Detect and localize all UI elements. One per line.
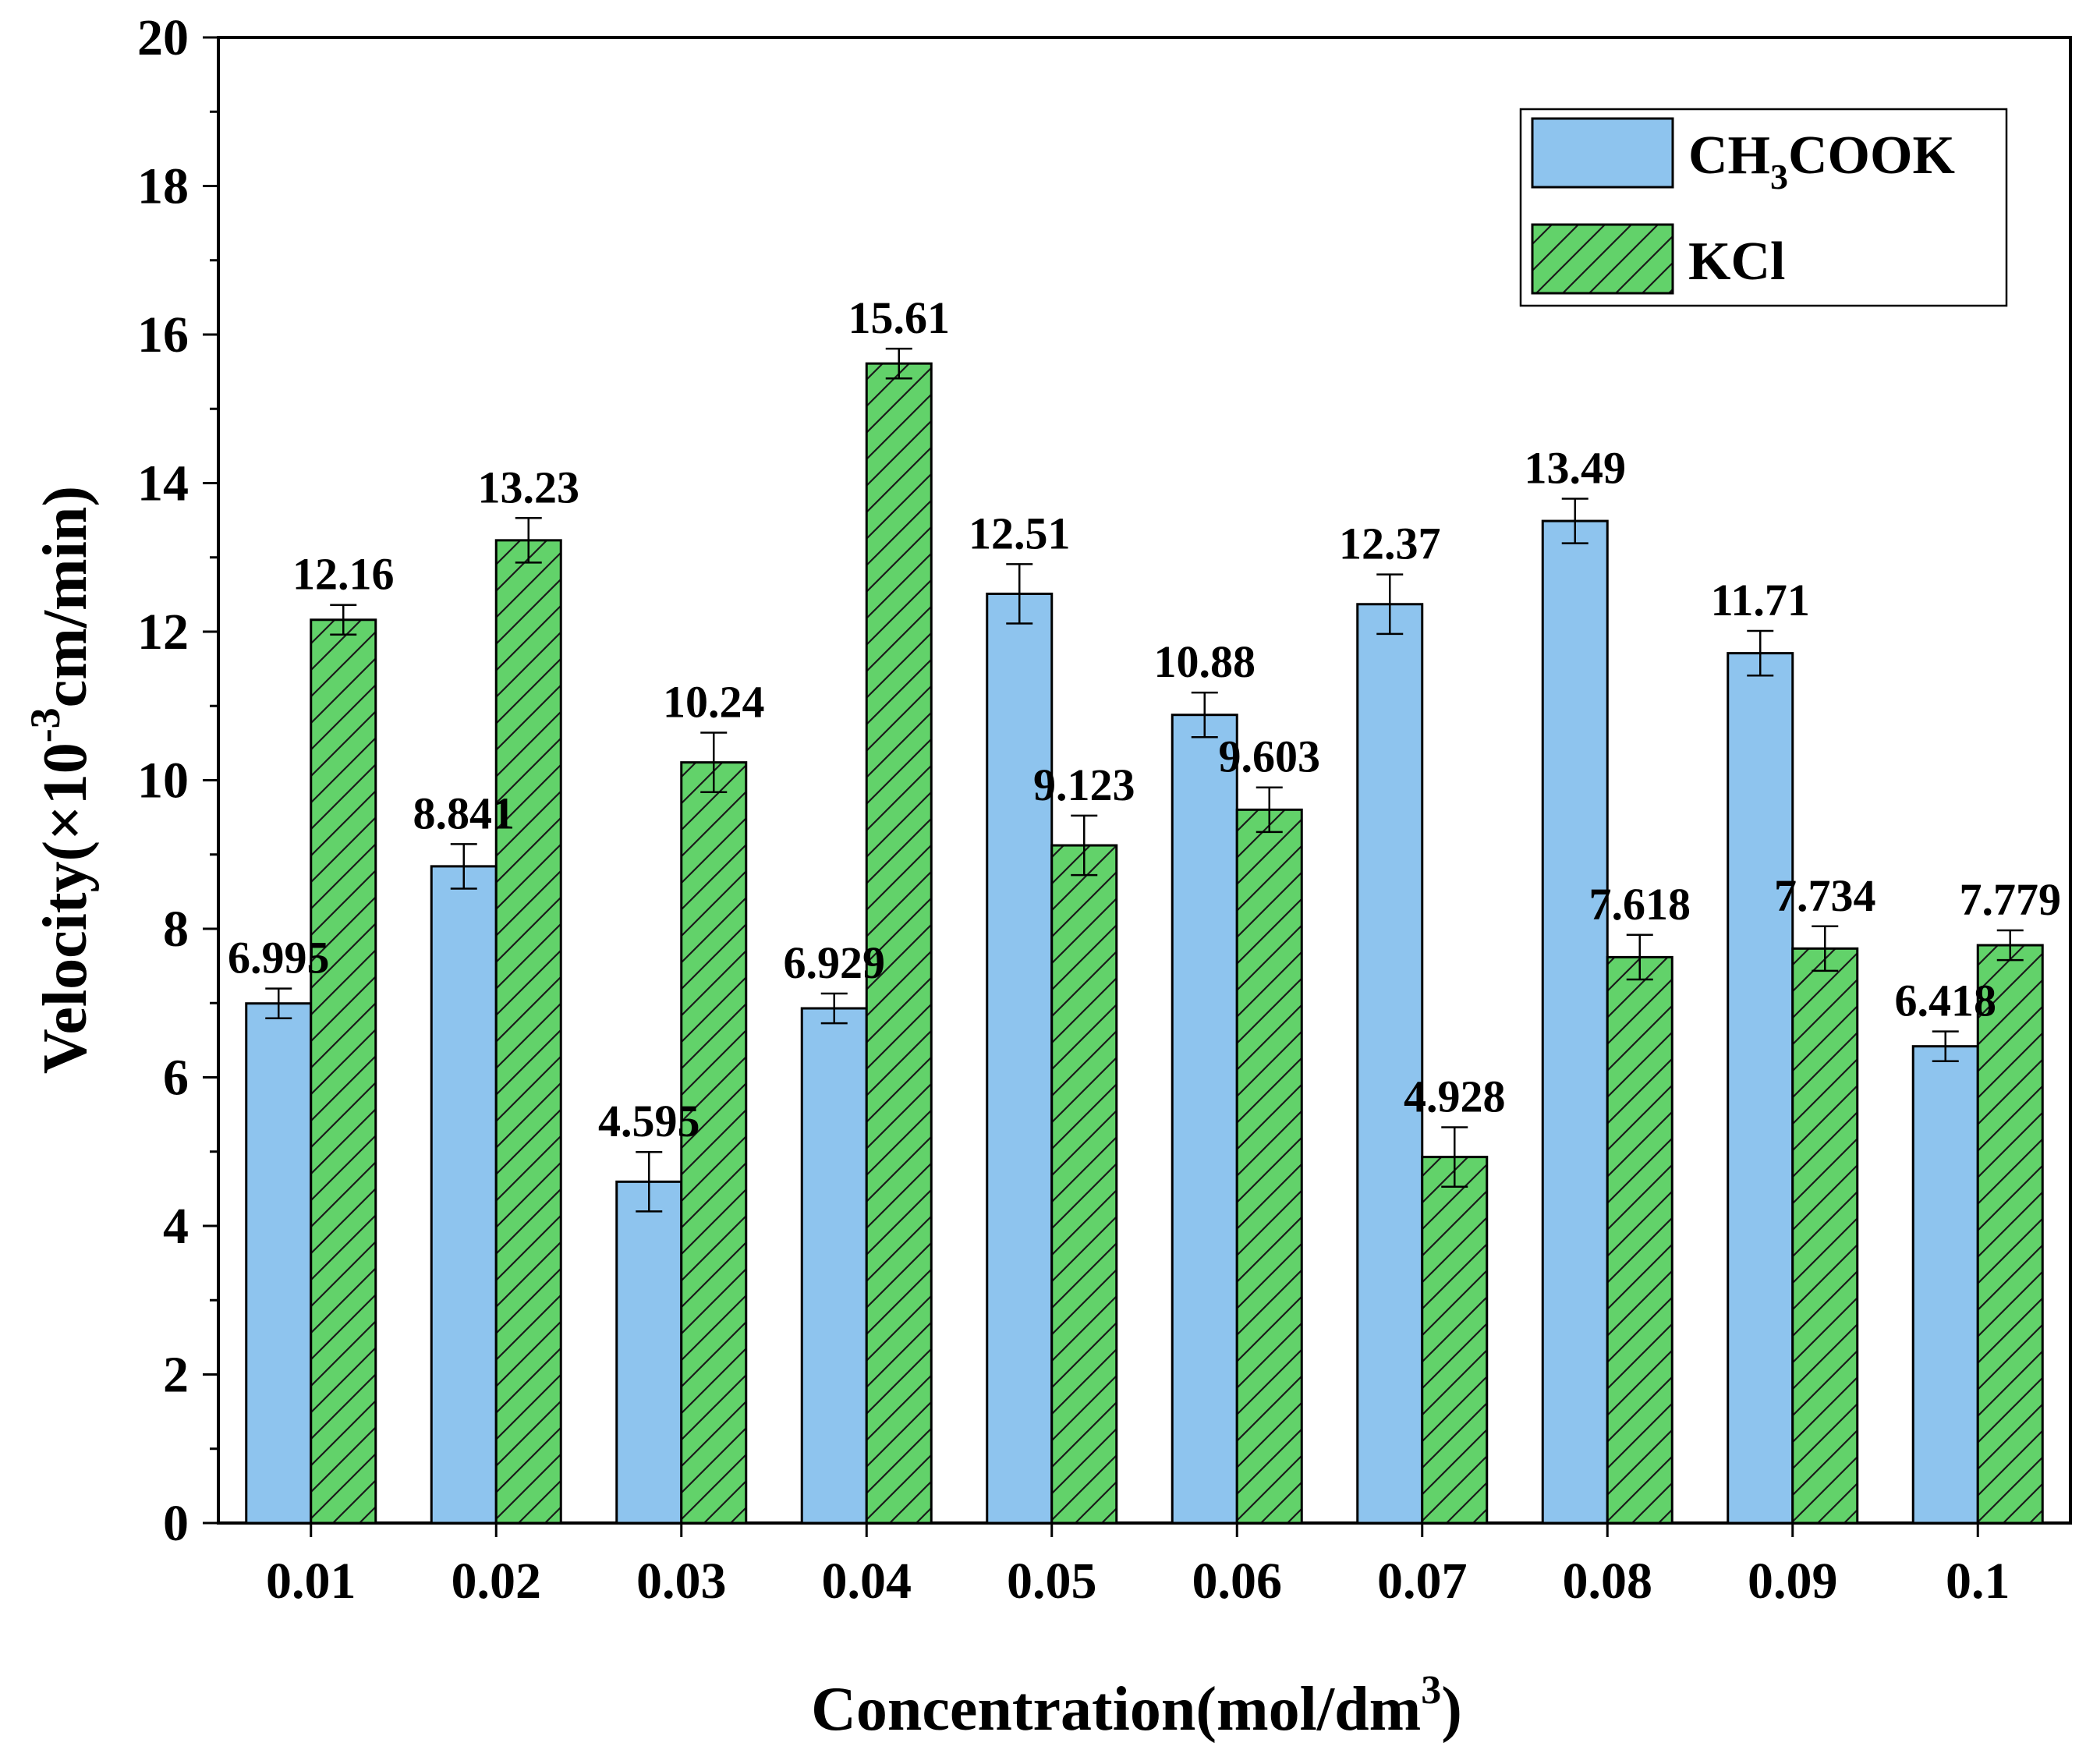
y-tick-label-6: 6 [163, 1050, 189, 1107]
error-bars-group [265, 347, 2024, 1213]
y-tick-label-14: 14 [137, 455, 189, 512]
error-bar-kcl-0.03 [700, 731, 728, 793]
y-tick-label-18: 18 [137, 158, 189, 215]
x-tick-label-0.01: 0.01 [266, 1553, 356, 1610]
error-bar-kcl-0.02 [515, 517, 542, 564]
error-bar-kcl-0.07 [1441, 1126, 1468, 1188]
data-label-ch3cook-0.08: 13.49 [1525, 443, 1627, 494]
y-tick-label-12: 12 [137, 604, 189, 661]
axes-group: 0.01 0.02 0.03 0.04 0.05 0.06 0.07 0.08 0.09 0.1 0… [22, 9, 2010, 1744]
x-tick-label-0.02: 0.02 [452, 1553, 542, 1610]
error-bar-kcl-0.05 [1071, 814, 1098, 877]
error-bar-kcl-0.04 [885, 347, 912, 380]
data-label-ch3cook-0.04: 6.929 [784, 937, 886, 988]
error-bar-kcl-0.1 [1996, 929, 2024, 962]
data-label-kcl-0.04: 15.61 [848, 292, 951, 343]
bars-group [245, 362, 2044, 1525]
data-label-kcl-0.01: 12.16 [292, 549, 395, 600]
data-label-ch3cook-0.02: 8.841 [413, 788, 515, 838]
x-axis-title: Concentration(mol/dm3) [811, 1668, 1462, 1744]
y-tick-label-10: 10 [137, 753, 189, 809]
error-bar-ch3cook-0.04 [820, 992, 848, 1025]
legend-swatch-kcl [1531, 223, 1674, 295]
data-label-ch3cook-0.05: 12.51 [969, 508, 1071, 558]
bar-kcl-0.1 [1976, 944, 2044, 1525]
data-label-ch3cook-0.07: 12.37 [1339, 519, 1441, 569]
data-label-kcl-0.03: 10.24 [663, 677, 765, 728]
error-bar-kcl-0.09 [1812, 925, 1839, 972]
data-label-kcl-0.09: 7.734 [1774, 870, 1876, 921]
bar-ch3cook-0.01 [245, 1002, 313, 1525]
bar-ch3cook-0.02 [430, 865, 498, 1525]
error-bar-ch3cook-0.09 [1747, 629, 1774, 677]
data-label-kcl-0.02: 13.23 [478, 462, 580, 512]
error-bar-ch3cook-0.06 [1191, 691, 1218, 739]
bar-ch3cook-0.04 [800, 1007, 868, 1525]
bar-ch3cook-0.03 [615, 1180, 683, 1525]
data-label-ch3cook-0.09: 11.71 [1711, 575, 1810, 625]
data-labels-group: 6.995 12.16 8.841 13.23 4.595 10.24 6.929 15.61… [228, 292, 2061, 1146]
x-tick-label-0.04: 0.04 [822, 1553, 912, 1610]
x-tick-label-0.09: 0.09 [1748, 1553, 1838, 1610]
y-tick-label-2: 2 [163, 1347, 189, 1404]
bar-kcl-0.04 [865, 362, 933, 1525]
data-label-ch3cook-0.1: 6.418 [1895, 976, 1997, 1026]
bar-ch3cook-0.07 [1356, 603, 1424, 1525]
error-bar-ch3cook-0.03 [636, 1150, 663, 1213]
data-label-kcl-0.06: 9.603 [1219, 731, 1321, 782]
data-label-ch3cook-0.01: 6.995 [228, 933, 330, 983]
error-bar-kcl-0.08 [1626, 933, 1653, 981]
data-label-kcl-0.08: 7.618 [1589, 879, 1691, 930]
bar-kcl-0.08 [1606, 955, 1673, 1525]
x-tick-label-0.03: 0.03 [636, 1553, 727, 1610]
bar-ch3cook-0.08 [1541, 519, 1609, 1525]
x-tick-label-0.1: 0.1 [1946, 1553, 2010, 1610]
error-bar-ch3cook-0.1 [1932, 1030, 1959, 1062]
x-tick-label-0.06: 0.06 [1192, 1553, 1283, 1610]
legend-swatch-ch3cook [1531, 117, 1674, 189]
bar-kcl-0.01 [310, 618, 377, 1525]
data-label-kcl-0.07: 4.928 [1404, 1072, 1506, 1122]
bar-kcl-0.06 [1235, 808, 1303, 1525]
y-axis-title: Velocity(×10-3cm/min) [22, 486, 100, 1074]
legend-label-kcl: KCl [1688, 232, 1785, 292]
bar-kcl-0.07 [1421, 1156, 1489, 1525]
y-tick-label-20: 20 [137, 9, 189, 66]
bar-kcl-0.09 [1791, 947, 1859, 1525]
bar-ch3cook-0.1 [1911, 1045, 1979, 1525]
bar-ch3cook-0.09 [1727, 652, 1794, 1525]
x-tick-label-0.07: 0.07 [1377, 1553, 1468, 1610]
data-label-kcl-0.1: 7.779 [1960, 874, 2062, 925]
legend: CH3COOK KCl [1519, 108, 2008, 307]
data-label-ch3cook-0.06: 10.88 [1154, 636, 1256, 687]
error-bar-ch3cook-0.02 [450, 843, 477, 890]
bar-ch3cook-0.06 [1171, 714, 1238, 1525]
x-tick-label-0.08: 0.08 [1563, 1553, 1653, 1610]
y-tick-label-8: 8 [163, 901, 189, 958]
data-label-kcl-0.05: 9.123 [1033, 760, 1135, 810]
y-tick-label-0: 0 [163, 1495, 189, 1552]
error-bar-kcl-0.01 [330, 604, 357, 636]
error-bar-ch3cook-0.08 [1561, 498, 1588, 544]
x-tick-label-0.05: 0.05 [1007, 1553, 1097, 1610]
error-bar-ch3cook-0.05 [1006, 563, 1033, 625]
y-tick-label-4: 4 [163, 1198, 189, 1255]
error-bar-ch3cook-0.07 [1376, 573, 1404, 636]
y-tick-label-16: 16 [137, 306, 189, 363]
bar-kcl-0.02 [494, 539, 562, 1525]
bar-ch3cook-0.05 [986, 592, 1054, 1525]
legend-label-ch3cook: CH3COOK [1688, 126, 1955, 197]
bar-kcl-0.05 [1050, 844, 1118, 1525]
data-label-ch3cook-0.03: 4.595 [598, 1096, 700, 1146]
error-bar-ch3cook-0.01 [265, 987, 292, 1020]
error-bar-kcl-0.06 [1256, 786, 1283, 834]
